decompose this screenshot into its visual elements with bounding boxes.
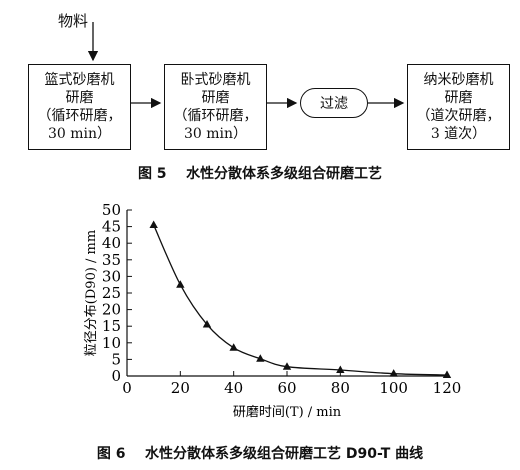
step-mode: （循环研磨， <box>173 108 258 124</box>
data-point-marker <box>256 354 265 362</box>
y-tick-label: 15 <box>102 317 121 335</box>
step-horizontal-mill-box: 卧式砂磨机 研磨 （循环研磨， 30 min） <box>164 64 267 150</box>
figure5-title: 水性分散体系多级组合研磨工艺 <box>186 166 383 182</box>
y-tick-label: 40 <box>102 234 121 252</box>
filter-step-pill: 过滤 <box>300 88 368 118</box>
step-basket-mill-box: 篮式砂磨机 研磨 （循环研磨， 30 min） <box>28 64 131 150</box>
figure6-title: 水性分散体系多级组合研磨工艺 D90-T 曲线 <box>144 446 424 462</box>
y-tick-label: 45 <box>102 218 121 236</box>
step-title: 卧式砂磨机 <box>180 72 251 88</box>
x-tick-label: 0 <box>122 379 132 397</box>
y-tick-label: 5 <box>111 350 121 368</box>
y-tick-label: 50 <box>102 201 121 219</box>
step-mode: （道次研磨， <box>416 108 501 124</box>
y-tick-label: 20 <box>102 301 121 319</box>
x-tick-label: 20 <box>171 379 190 397</box>
y-tick-label: 10 <box>102 334 121 352</box>
step-action: 研磨 <box>65 90 94 106</box>
y-axis-label: 粒径分布(D90) / mm <box>84 230 99 356</box>
step-action: 研磨 <box>201 90 230 106</box>
data-point-marker <box>229 343 238 351</box>
step-duration: 30 min） <box>183 126 248 142</box>
filter-label: 过滤 <box>320 96 348 112</box>
data-point-marker <box>149 220 158 228</box>
d90-curve <box>153 224 448 376</box>
data-point-marker <box>176 280 185 288</box>
step-duration: 30 min） <box>47 126 112 142</box>
figure6-number: 图 6 <box>96 446 126 462</box>
y-tick-label: 25 <box>102 284 121 302</box>
x-tick-label: 120 <box>433 379 462 397</box>
data-point-marker <box>442 370 452 379</box>
step-action: 研磨 <box>444 90 473 106</box>
x-tick-label: 80 <box>331 379 350 397</box>
step-title: 纳米砂磨机 <box>423 72 494 88</box>
x-axis-label: 研磨时间(T) / min <box>233 405 342 420</box>
data-point-marker <box>282 362 292 370</box>
step-nano-mill-box: 纳米砂磨机 研磨 （道次研磨， 3 道次） <box>407 64 510 150</box>
chart-axes <box>126 210 447 377</box>
figure6-caption: 图 6 水性分散体系多级组合研磨工艺 D90-T 曲线 <box>0 443 520 463</box>
input-material-label: 物料 <box>58 12 89 30</box>
x-tick-label: 100 <box>379 379 408 397</box>
data-point-marker <box>389 369 398 377</box>
data-point-marker <box>336 365 345 374</box>
step-duration: 3 道次） <box>430 126 487 142</box>
y-tick-label: 0 <box>111 367 121 385</box>
y-tick-label: 35 <box>102 251 121 269</box>
y-tick-label: 30 <box>102 267 121 285</box>
chart-markers <box>149 220 452 379</box>
figure5-number: 图 5 <box>137 166 167 182</box>
flow-connectors <box>87 22 405 109</box>
step-mode: （循环研磨， <box>37 108 122 124</box>
x-tick-label: 60 <box>277 379 296 397</box>
figure5-caption: 图 5 水性分散体系多级组合研磨工艺 <box>0 163 520 183</box>
x-tick-label: 40 <box>224 379 243 397</box>
step-title: 篮式砂磨机 <box>44 72 115 88</box>
data-point-marker <box>202 320 212 328</box>
